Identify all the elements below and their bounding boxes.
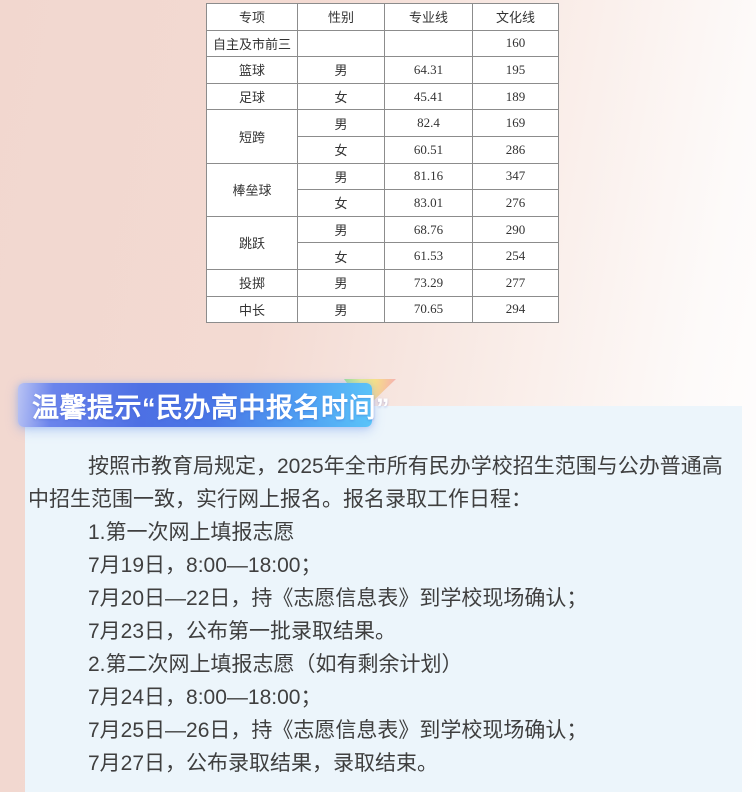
table-cell: 290 bbox=[472, 215, 559, 244]
table-cell: 男 bbox=[297, 109, 385, 137]
table-row: 中长 男 70.65 294 bbox=[206, 295, 559, 324]
table-row: 自主及市前三 160 bbox=[206, 29, 559, 58]
article-body: 按照市教育局规定，2025年全市所有民办学校招生范围与公办普通高 中招生范围一致… bbox=[25, 406, 742, 780]
table-cell: 女 bbox=[297, 189, 385, 217]
table-cell: 73.29 bbox=[384, 268, 473, 297]
paragraph-line: 7月19日，8:00—18:00； bbox=[88, 554, 322, 577]
table-cell bbox=[384, 29, 473, 58]
table-row: 投掷 男 73.29 277 bbox=[206, 268, 559, 297]
table-cell: 347 bbox=[472, 162, 559, 191]
table-cell: 投掷 bbox=[206, 268, 298, 297]
content-panel: 按照市教育局规定，2025年全市所有民办学校招生范围与公办普通高 中招生范围一致… bbox=[25, 406, 742, 792]
table-row: 足球 女 45.41 189 bbox=[206, 82, 559, 111]
paragraph-line: 7月23日，公布第一批录取结果。 bbox=[88, 620, 397, 643]
table-cell: 254 bbox=[472, 242, 559, 270]
table-cell: 61.53 bbox=[384, 242, 473, 270]
table-row: 短跨 男 82.4 169 bbox=[206, 109, 559, 164]
table-cell bbox=[297, 29, 385, 58]
table-cell: 棒垒球 bbox=[206, 162, 298, 217]
column-header-culture-line: 文化线 bbox=[472, 3, 559, 31]
table-cell: 女 bbox=[297, 82, 385, 111]
column-header-professional-line: 专业线 bbox=[384, 3, 473, 31]
table-cell: 294 bbox=[472, 295, 559, 324]
table-cell: 男 bbox=[297, 268, 385, 297]
table-cell: 169 bbox=[472, 109, 559, 137]
table-cell: 286 bbox=[472, 135, 559, 164]
paragraph-line: 按照市教育局规定，2025年全市所有民办学校招生范围与公办普通高 bbox=[88, 455, 723, 478]
table-row: 棒垒球 男 81.16 347 bbox=[206, 162, 559, 217]
table-cell: 195 bbox=[472, 56, 559, 84]
table-cell: 60.51 bbox=[384, 135, 473, 164]
table-cell: 中长 bbox=[206, 295, 298, 324]
table-cell: 81.16 bbox=[384, 162, 473, 191]
table-cell: 83.01 bbox=[384, 189, 473, 217]
paragraph-line: 7月20日—22日，持《志愿信息表》到学校现场确认； bbox=[88, 587, 588, 610]
table-row: 女 60.51 286 bbox=[207, 135, 559, 164]
table-cell: 45.41 bbox=[384, 82, 473, 111]
paragraph-line: 7月25日—26日，持《志愿信息表》到学校现场确认； bbox=[88, 719, 588, 742]
table-cell: 160 bbox=[472, 29, 559, 58]
table-cell: 64.31 bbox=[384, 56, 473, 84]
table-cell: 男 bbox=[297, 56, 385, 84]
table-cell: 女 bbox=[297, 135, 385, 164]
paragraph-line: 7月27日，公布录取结果，录取结束。 bbox=[88, 752, 439, 775]
table-cell: 82.4 bbox=[384, 109, 473, 137]
table-cell: 足球 bbox=[206, 82, 298, 111]
table-cell: 男 bbox=[297, 162, 385, 191]
table-cell: 短跨 bbox=[206, 109, 298, 164]
admission-score-table: 专项 性别 专业线 文化线 自主及市前三 160 篮球 男 64.31 195 … bbox=[206, 3, 559, 324]
table-cell: 68.76 bbox=[384, 215, 473, 244]
table-row: 篮球 男 64.31 195 bbox=[206, 56, 559, 84]
table-cell: 篮球 bbox=[206, 56, 298, 84]
column-header-gender: 性别 bbox=[297, 3, 385, 31]
paragraph-line: 1.第一次网上填报志愿 bbox=[88, 521, 295, 544]
table-cell: 男 bbox=[297, 215, 385, 244]
tip-banner: 温馨提示“民办高中报名时间” bbox=[18, 383, 390, 427]
table-row: 女 61.53 254 bbox=[207, 242, 559, 270]
table-header-row: 专项 性别 专业线 文化线 bbox=[206, 3, 559, 31]
table-cell: 189 bbox=[472, 82, 559, 111]
column-header-specialty: 专项 bbox=[206, 3, 298, 31]
table-cell: 女 bbox=[297, 242, 385, 270]
paragraph-line: 7月24日，8:00—18:00； bbox=[88, 686, 322, 709]
table-cell: 男 bbox=[297, 295, 385, 324]
table-cell: 276 bbox=[472, 189, 559, 217]
table-cell: 277 bbox=[472, 268, 559, 297]
table-row: 跳跃 男 68.76 290 bbox=[206, 215, 559, 270]
paragraph-line: 2.第二次网上填报志愿（如有剩余计划） bbox=[88, 653, 463, 676]
table-cell: 70.65 bbox=[384, 295, 473, 324]
table-cell: 自主及市前三 bbox=[206, 29, 298, 58]
paragraph-line: 中招生范围一致，实行网上报名。报名录取工作日程： bbox=[28, 488, 532, 511]
tip-banner-title: 温馨提示“民办高中报名时间” bbox=[32, 392, 390, 423]
table-cell: 跳跃 bbox=[206, 215, 298, 270]
